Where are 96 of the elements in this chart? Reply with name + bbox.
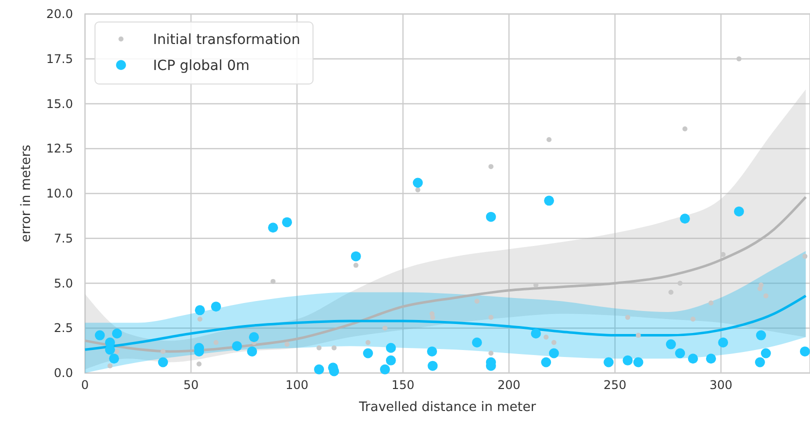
- point: [332, 345, 337, 350]
- y-tick-label: 12.5: [46, 142, 73, 156]
- point: [472, 337, 482, 348]
- point: [668, 290, 674, 295]
- y-tick-label: 0.0: [54, 366, 73, 380]
- y-tick-label: 15.0: [46, 96, 73, 111]
- x-tick-label: 100: [286, 378, 308, 392]
- point: [214, 340, 219, 345]
- point: [757, 286, 762, 292]
- point: [754, 357, 765, 368]
- point: [622, 355, 633, 366]
- point: [415, 187, 420, 192]
- y-tick-label: 10.0: [46, 186, 73, 200]
- point: [350, 251, 361, 262]
- point: [802, 254, 808, 259]
- point: [158, 357, 168, 368]
- point: [366, 340, 371, 345]
- point: [94, 330, 105, 340]
- point: [541, 357, 552, 368]
- point: [114, 348, 120, 354]
- point: [688, 354, 698, 364]
- point: [636, 332, 641, 338]
- point: [270, 278, 276, 284]
- point: [488, 164, 494, 170]
- point: [329, 366, 340, 376]
- point: [760, 348, 771, 358]
- point: [194, 305, 205, 316]
- legend-label: ICP global 0m: [153, 58, 250, 74]
- point: [284, 342, 290, 347]
- point: [633, 357, 644, 368]
- x-tick-label: 250: [604, 378, 626, 392]
- point: [382, 326, 388, 331]
- point: [353, 262, 358, 268]
- x-axis-title: Travelled distance in meter: [358, 400, 537, 415]
- point: [708, 300, 714, 306]
- x-tick-label: 150: [392, 378, 414, 392]
- point: [282, 217, 292, 228]
- point: [314, 364, 324, 374]
- point: [718, 337, 728, 348]
- point: [105, 344, 116, 355]
- y-tick-label: 17.5: [46, 52, 73, 66]
- point: [108, 363, 113, 368]
- point: [546, 137, 552, 142]
- point: [678, 280, 683, 286]
- line-series: [84, 294, 808, 351]
- point: [666, 339, 676, 350]
- y-tick-label: 20.0: [46, 7, 73, 21]
- point: [412, 178, 423, 188]
- line-series: [84, 196, 808, 353]
- point: [682, 126, 688, 132]
- x-tick-label: 0: [81, 378, 89, 392]
- point: [247, 346, 258, 356]
- y-tick-label: 5.0: [54, 276, 73, 290]
- point: [486, 212, 496, 222]
- x-tick-label: 50: [183, 378, 199, 392]
- y-tick-label: 7.5: [54, 231, 73, 246]
- y-tick-label: 2.5: [54, 321, 73, 336]
- point: [488, 350, 494, 356]
- point: [248, 332, 259, 342]
- point: [474, 298, 480, 304]
- point: [736, 56, 742, 62]
- point: [211, 302, 222, 312]
- point: [363, 348, 374, 358]
- point: [386, 342, 396, 353]
- point: [548, 348, 559, 358]
- x-tick-label: 300: [710, 378, 732, 392]
- point: [530, 328, 541, 339]
- point: [112, 328, 122, 339]
- point: [604, 357, 614, 368]
- point: [386, 355, 396, 366]
- point: [544, 196, 554, 206]
- point: [763, 293, 768, 298]
- point: [706, 354, 716, 364]
- x-tick-label: 200: [498, 378, 520, 392]
- point: [544, 334, 549, 340]
- point: [690, 316, 696, 322]
- point: [427, 346, 438, 356]
- point: [380, 364, 390, 374]
- legend-label: Initial transformation: [153, 32, 300, 48]
- y-axis-title: error in meters: [19, 144, 34, 242]
- point: [196, 362, 202, 367]
- point: [734, 206, 744, 216]
- point: [197, 316, 202, 322]
- point: [756, 330, 766, 340]
- point: [680, 214, 690, 224]
- point: [488, 314, 494, 320]
- point: [160, 348, 166, 354]
- point: [316, 345, 322, 350]
- point: [232, 341, 242, 352]
- point: [428, 360, 438, 371]
- point: [625, 314, 630, 320]
- point: [800, 346, 810, 356]
- point: [551, 340, 556, 345]
- point: [109, 354, 120, 364]
- point: [675, 348, 686, 358]
- point: [268, 222, 278, 233]
